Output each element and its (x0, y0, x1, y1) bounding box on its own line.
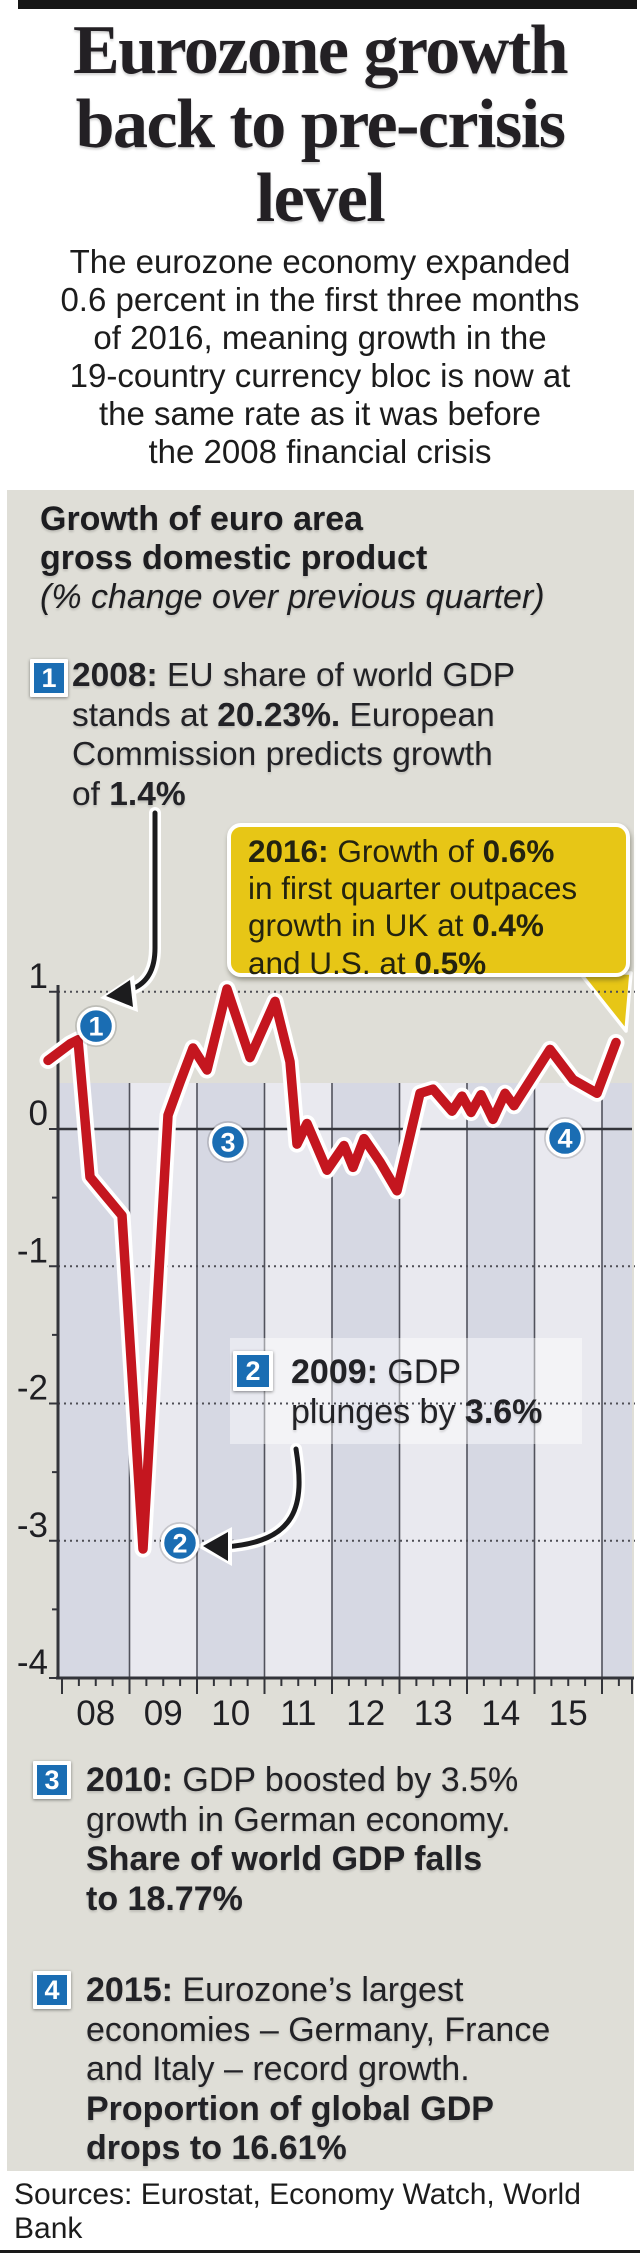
callout-line: 2016: Growth of 0.6% (248, 833, 555, 869)
svg-text:15: 15 (549, 1694, 588, 1733)
annotation-line: economies – Germany, France (86, 2010, 551, 2049)
page-title: Eurozone growth back to pre-crisis level (0, 14, 640, 236)
annotation-line: 2009: GDP (291, 1353, 462, 1391)
title-line-3: level (255, 160, 386, 237)
chart-title-subnote: (% change over previous quarter) (40, 578, 545, 616)
annotation-line: to 18.77% (86, 1879, 243, 1918)
callout-line: growth in UK at 0.4% (248, 907, 544, 944)
annotation-4-badge: 4 (33, 1971, 71, 2009)
annotation-line: 2015: Eurozone’s largest (86, 1971, 464, 2009)
annotation-4-text: 2015: Eurozone’s largest economies – Ger… (86, 1971, 550, 2169)
annotation-1-badge: 1 (30, 659, 68, 697)
annotation-line: plunges by 3.6% (291, 1393, 543, 1431)
annotation-line: stands at 20.23%. European (72, 696, 495, 734)
annotation-line: Proportion of global GDP (86, 2089, 494, 2128)
chart-title-line-1: Growth of euro area (40, 500, 364, 538)
bottom-rule (0, 2250, 640, 2253)
svg-text:1: 1 (29, 957, 48, 996)
page-subtitle: The eurozone economy expanded 0.6 percen… (60, 243, 580, 470)
annotation-line: 2010: GDP boosted by 3.5% (86, 1761, 519, 1799)
svg-text:1: 1 (89, 1012, 104, 1042)
annotation-line: 2008: EU share of world GDP (72, 657, 516, 694)
title-line-1: Eurozone growth (72, 12, 569, 89)
svg-text:4: 4 (557, 1124, 572, 1154)
svg-text:2: 2 (172, 1528, 187, 1558)
annotation-line: Share of world GDP falls (86, 1840, 483, 1878)
svg-text:09: 09 (144, 1694, 183, 1733)
chart-title: Growth of euro area gross domestic produ… (40, 500, 545, 617)
sources-credit: Sources: Eurostat, Economy Watch, World … (14, 2178, 581, 2245)
svg-text:0: 0 (29, 1094, 48, 1133)
annotation-line: and Italy – record growth. (86, 2050, 470, 2088)
svg-text:3: 3 (220, 1128, 235, 1158)
annotation-line: of 1.4% (72, 775, 186, 813)
annotation-line: drops to 16.61% (86, 2129, 347, 2167)
annotation-1-text: 2008: EU share of world GDP stands at 20… (72, 656, 515, 814)
annotation-2-text: 2009: GDP plunges by 3.6% (291, 1352, 542, 1432)
annotation-line: growth in German economy. (86, 1800, 511, 1839)
svg-text:12: 12 (346, 1694, 385, 1733)
svg-text:08: 08 (76, 1694, 115, 1733)
svg-text:13: 13 (414, 1694, 453, 1733)
svg-text:14: 14 (481, 1694, 520, 1733)
svg-text:-4: -4 (17, 1643, 48, 1682)
svg-text:-1: -1 (17, 1231, 48, 1270)
title-line-2: back to pre-crisis (75, 86, 566, 163)
callout-line: in first quarter outpaces (248, 870, 578, 907)
chart-title-line-2: gross domestic product (40, 539, 428, 577)
svg-text:-3: -3 (17, 1506, 48, 1545)
annotation-3-badge: 3 (33, 1761, 71, 1799)
svg-text:-2: -2 (17, 1369, 48, 1408)
svg-text:10: 10 (211, 1694, 250, 1733)
annotation-2-badge: 2 (233, 1351, 273, 1391)
callout-line: and U.S. at 0.5% (248, 944, 487, 981)
annotation-line: Commission predicts growth (72, 736, 493, 773)
annotation-3-text: 2010: GDP boosted by 3.5% growth in Germ… (86, 1761, 518, 1919)
top-black-bar (18, 0, 637, 9)
svg-text:11: 11 (280, 1694, 316, 1733)
callout-2016: 2016: Growth of 0.6% in first quarter ou… (227, 823, 630, 981)
